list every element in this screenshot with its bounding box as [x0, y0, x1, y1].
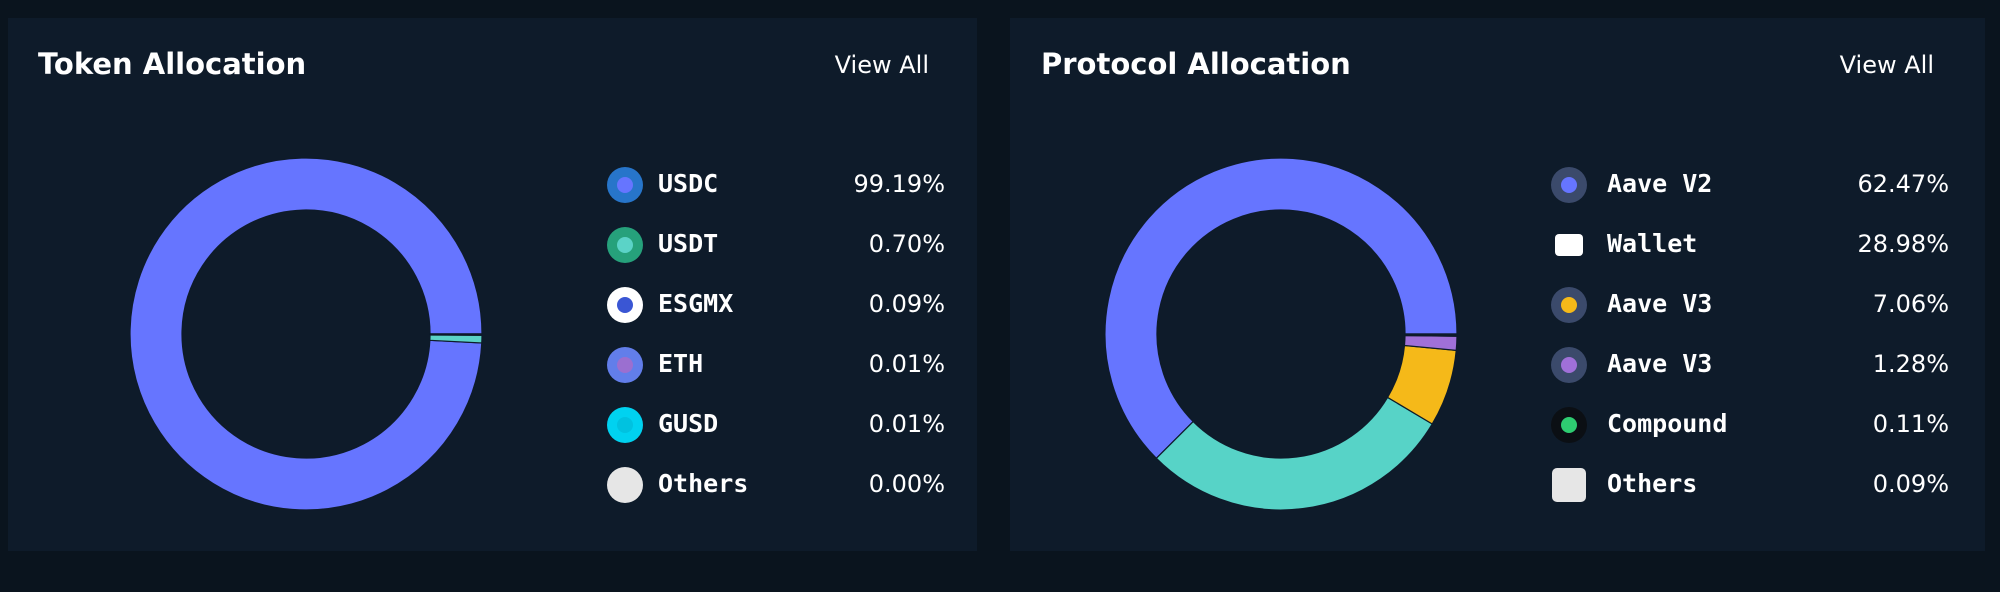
- legend-value: 28.98%: [1857, 230, 1949, 258]
- donut-slice: [1104, 157, 1458, 460]
- legend-label: Others: [1607, 469, 1697, 498]
- panel-title: Token Allocation: [38, 47, 306, 81]
- legend-icon-dot: [617, 357, 633, 373]
- legend-value: 1.28%: [1873, 350, 1949, 378]
- legend-icon: [1555, 234, 1583, 256]
- legend-label: USDT: [658, 229, 718, 258]
- donut-slice: [1404, 333, 1458, 336]
- legend-icon-dot: [617, 477, 633, 493]
- legend-icon-dot: [617, 237, 633, 253]
- donut-slice: [129, 157, 483, 511]
- view-all-link[interactable]: View All: [835, 51, 929, 79]
- legend-value: 7.06%: [1873, 290, 1949, 318]
- legend-value: 99.19%: [853, 170, 945, 198]
- legend-label: Others: [658, 469, 748, 498]
- legend-value: 0.01%: [869, 350, 945, 378]
- legend-icon-dot: [1561, 297, 1577, 313]
- legend-label: Aave V3: [1607, 349, 1712, 378]
- legend-label: USDC: [658, 169, 718, 198]
- view-all-link[interactable]: View All: [1840, 51, 1934, 79]
- legend-value: 0.11%: [1873, 410, 1949, 438]
- legend-icon-dot: [617, 177, 633, 193]
- legend-icon-dot: [617, 417, 633, 433]
- panel-title: Protocol Allocation: [1041, 47, 1351, 81]
- legend-label: GUSD: [658, 409, 718, 438]
- legend-label: Compound: [1607, 409, 1727, 438]
- legend-label: Aave V2: [1607, 169, 1712, 198]
- legend-icon-dot: [1561, 357, 1577, 373]
- legend-value: 0.00%: [869, 470, 945, 498]
- legend-value: 0.09%: [869, 290, 945, 318]
- legend-value: 0.09%: [1873, 470, 1949, 498]
- legend-value: 0.70%: [869, 230, 945, 258]
- legend-value: 0.01%: [869, 410, 945, 438]
- legend-icon: [1552, 468, 1586, 502]
- legend-label: ETH: [658, 349, 703, 378]
- legend-icon-dot: [617, 297, 633, 313]
- legend-label: ESGMX: [658, 289, 733, 318]
- legend-icon-dot: [1561, 177, 1577, 193]
- legend-label: Wallet: [1607, 229, 1697, 258]
- legend-value: 62.47%: [1857, 170, 1949, 198]
- legend-label: Aave V3: [1607, 289, 1712, 318]
- legend-icon-dot: [1561, 417, 1577, 433]
